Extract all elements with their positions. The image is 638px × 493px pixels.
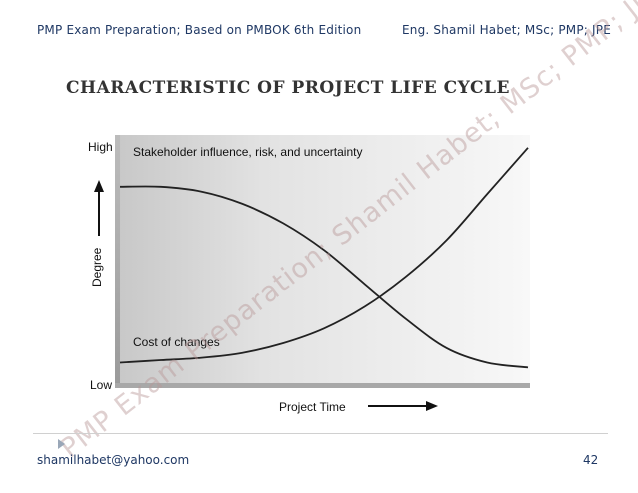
y-tick-high-label: High bbox=[88, 140, 113, 154]
y-axis-label: Degree bbox=[90, 247, 104, 287]
y-axis-arrow-head bbox=[94, 180, 104, 192]
stakeholder-series-label: Stakeholder influence, risk, and uncerta… bbox=[133, 145, 362, 159]
x-axis-bar bbox=[115, 383, 530, 388]
footer-bullet-icon bbox=[58, 439, 65, 449]
page-number: 42 bbox=[583, 453, 599, 467]
cost-of-changes-curve bbox=[119, 147, 529, 364]
y-tick-low-label: Low bbox=[90, 378, 112, 392]
footer-divider bbox=[33, 433, 608, 434]
x-axis-label: Project Time bbox=[279, 400, 346, 414]
slide-title: CHARACTERISTIC OF PROJECT LIFE CYCLE bbox=[66, 78, 510, 98]
stakeholder-influence-curve bbox=[119, 185, 529, 369]
footer-email: shamilhabet@yahoo.com bbox=[37, 453, 190, 467]
header-author: Eng. Shamil Habet; MSc; PMP; JPE bbox=[402, 23, 611, 37]
y-axis-bar bbox=[115, 135, 120, 387]
x-axis-arrow-head bbox=[426, 401, 438, 411]
plot-area bbox=[118, 135, 530, 385]
cost-series-label: Cost of changes bbox=[133, 335, 220, 349]
header-course-title: PMP Exam Preparation; Based on PMBOK 6th… bbox=[37, 23, 362, 37]
